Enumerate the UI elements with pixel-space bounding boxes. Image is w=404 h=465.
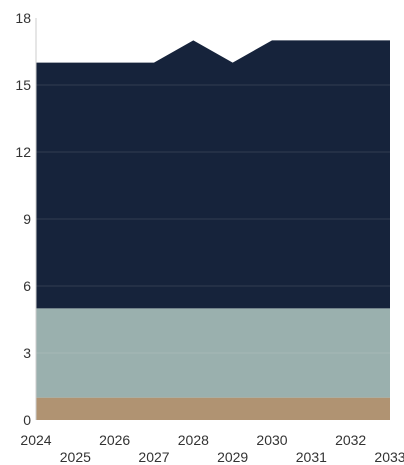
x-tick-label: 2032 xyxy=(335,432,366,448)
y-tick-label: 9 xyxy=(23,211,31,227)
y-tick-label: 12 xyxy=(15,144,31,160)
x-tick-label: 2024 xyxy=(20,432,51,448)
x-axis-ticks: 2024 2025 2026 2027 2028 2029 2030 2031 2032 2033 xyxy=(20,432,404,465)
area-series-3 xyxy=(36,40,390,309)
x-tick-label: 2030 xyxy=(256,432,287,448)
x-tick-label: 2028 xyxy=(178,432,209,448)
y-tick-label: 3 xyxy=(23,345,31,361)
x-tick-label: 2033 xyxy=(374,449,404,465)
y-tick-label: 0 xyxy=(23,412,31,428)
area-series-2 xyxy=(36,308,390,398)
area-series-1 xyxy=(36,397,390,420)
x-tick-label: 2029 xyxy=(217,449,248,465)
y-axis-ticks: 0 3 6 9 12 15 18 xyxy=(15,10,31,428)
x-tick-label: 2031 xyxy=(296,449,327,465)
y-tick-label: 6 xyxy=(23,278,31,294)
y-tick-label: 18 xyxy=(15,10,31,26)
y-tick-label: 15 xyxy=(15,77,31,93)
x-tick-label: 2025 xyxy=(60,449,91,465)
x-tick-label: 2026 xyxy=(99,432,130,448)
area-series-group xyxy=(36,40,390,420)
x-tick-label: 2027 xyxy=(138,449,169,465)
gridlines xyxy=(36,17,390,354)
